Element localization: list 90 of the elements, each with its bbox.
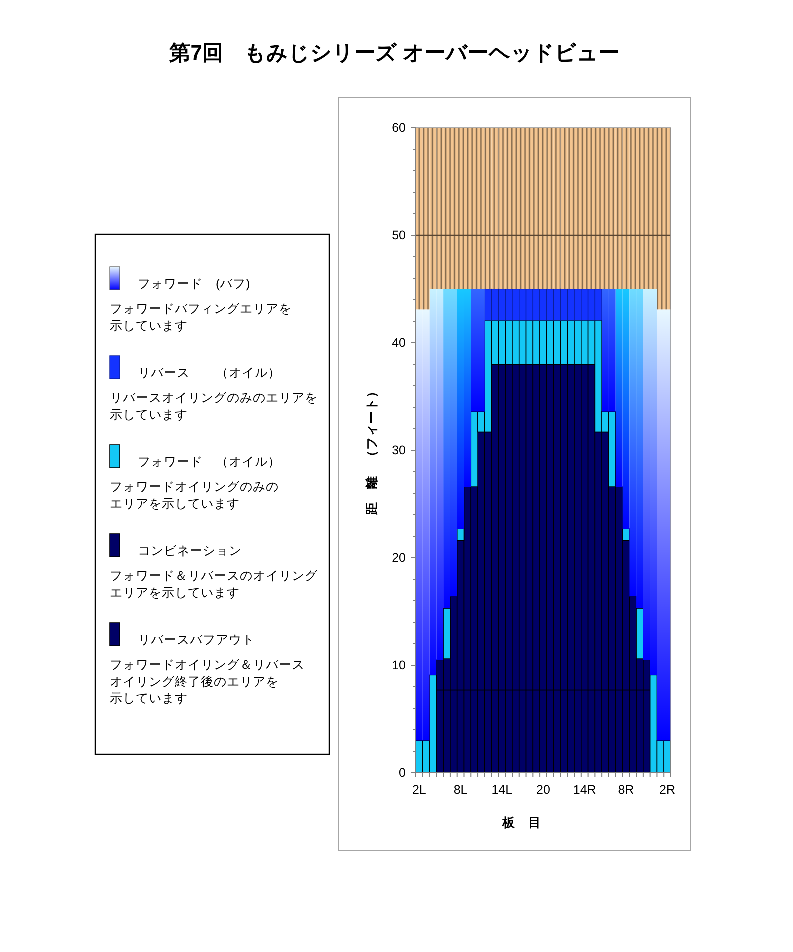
bar — [630, 289, 637, 597]
y-tick-label: 30 — [392, 444, 406, 458]
bar — [533, 128, 540, 290]
bar — [430, 289, 437, 676]
x-tick-label: 14L — [492, 783, 513, 797]
y-tick-label: 10 — [392, 658, 406, 672]
bar — [416, 128, 423, 310]
y-tick-label: 0 — [399, 766, 406, 780]
bar — [622, 289, 630, 529]
y-tick-label: 60 — [392, 121, 406, 135]
bar — [608, 289, 616, 412]
bar — [457, 289, 464, 529]
bar — [636, 289, 644, 609]
bar — [546, 128, 554, 290]
text: リバースオイリングのみのエリアを — [110, 391, 318, 405]
bar — [478, 289, 485, 412]
bar — [471, 128, 478, 290]
bar — [471, 289, 478, 412]
x-tick-label: 14R — [573, 783, 596, 797]
y-tick-label: 40 — [392, 336, 406, 350]
legend-label: フォワード （オイル） — [138, 455, 281, 469]
bar — [444, 128, 450, 290]
bar — [436, 128, 444, 290]
bar — [464, 128, 472, 290]
text: エリアを示しています — [110, 586, 240, 600]
bar — [526, 128, 534, 290]
chart-title: 第7回 もみじシリーズ オーバーヘッドビュー — [168, 42, 620, 65]
x-axis-title: 板 目 — [502, 816, 542, 830]
bar — [450, 289, 458, 597]
x-tick-label: 8L — [454, 783, 468, 797]
bar — [484, 128, 492, 290]
bar — [664, 310, 671, 741]
bar — [444, 289, 450, 609]
bar — [450, 128, 458, 290]
bar — [512, 128, 520, 290]
text: エリアを示しています — [110, 496, 240, 511]
bar — [650, 289, 658, 676]
bar — [643, 128, 650, 290]
x-tick-label: 20 — [536, 783, 550, 797]
bar — [581, 128, 588, 290]
text: 示しています — [110, 318, 188, 333]
bar — [498, 128, 506, 290]
bar — [657, 310, 664, 741]
text: フォワードオイリングのみの — [110, 480, 279, 494]
bar — [630, 128, 637, 290]
bar — [616, 289, 623, 488]
text: 示しています — [110, 408, 188, 422]
text: オイリング終了後のエリアを — [110, 674, 279, 689]
bar — [560, 128, 568, 290]
bar — [595, 128, 602, 290]
legend-label: フォワード (バフ) — [138, 277, 250, 291]
bar — [608, 128, 616, 290]
bar — [636, 128, 644, 290]
y-tick-label: 20 — [392, 551, 406, 565]
bar — [430, 128, 437, 290]
bar — [602, 128, 609, 290]
x-tick-label: 2R — [660, 783, 676, 797]
legend-label: コンビネーション — [138, 544, 242, 558]
bar — [664, 128, 671, 310]
bar — [588, 128, 596, 290]
bar — [506, 128, 512, 290]
text: フォワードバフィングエリアを — [110, 302, 292, 316]
bar — [416, 310, 423, 741]
bar — [436, 289, 444, 660]
bar — [422, 128, 430, 310]
legend-label: リバース （オイル） — [138, 366, 281, 380]
bar — [519, 128, 526, 290]
bar — [568, 128, 575, 290]
bar — [478, 128, 485, 290]
bar — [657, 128, 664, 310]
y-axis-title: 距 離 （フィート） — [365, 385, 379, 516]
y-tick-label: 50 — [392, 228, 406, 242]
bar — [602, 289, 609, 412]
legend-label: リバースバフアウト — [138, 633, 255, 647]
bar — [554, 128, 561, 290]
bar — [616, 128, 623, 290]
bar — [574, 128, 582, 290]
bar — [457, 128, 464, 290]
bar — [422, 310, 430, 741]
bar — [540, 128, 547, 290]
x-tick-label: 2L — [412, 783, 426, 797]
bar — [464, 289, 472, 488]
text: 示しています — [110, 692, 188, 706]
bar — [492, 128, 499, 290]
x-tick-label: 8R — [618, 783, 634, 797]
text: フォワード＆リバースのオイリング — [110, 569, 319, 583]
text: フォワードオイリング＆リバース — [110, 658, 305, 672]
bar — [650, 128, 658, 290]
bar — [622, 128, 630, 290]
bar — [643, 289, 650, 660]
